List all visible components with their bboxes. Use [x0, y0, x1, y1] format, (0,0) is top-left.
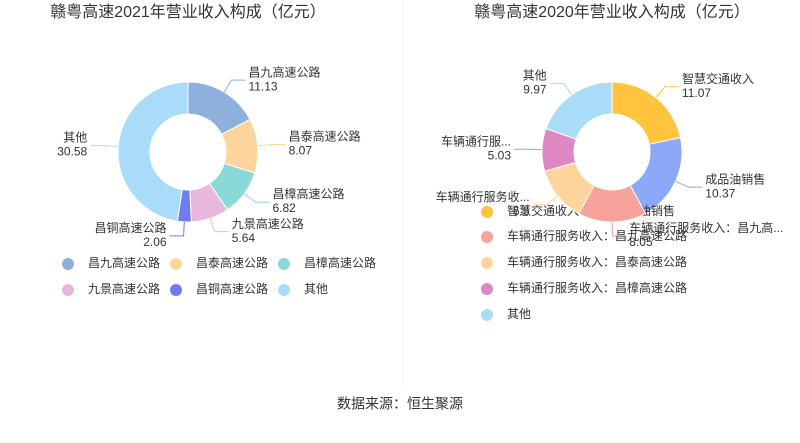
- leader-line: [656, 87, 679, 98]
- value-label: 5.64: [232, 231, 256, 245]
- chart-title: 赣粤高速2021年营业收入构成（亿元）: [50, 2, 326, 21]
- value-label: 8.07: [289, 144, 313, 158]
- leader-line: [244, 194, 269, 202]
- legend-label: 车辆通行服务收入：昌樟高速公路: [507, 280, 687, 295]
- slice: [118, 82, 188, 221]
- leader-line: [210, 218, 228, 231]
- legend-marker: [278, 284, 290, 296]
- value-label: 6.5: [513, 204, 530, 218]
- legend-marker: [481, 309, 493, 321]
- legend-marker: [481, 257, 493, 269]
- leader-line: [90, 146, 118, 147]
- slice-label: 昌泰高速公路: [289, 129, 361, 144]
- value-label: 5.03: [488, 148, 512, 162]
- slice-label: 车辆通行服务收...: [436, 189, 530, 204]
- slice-label: 昌铜高速公路: [95, 220, 167, 235]
- legend-marker: [170, 258, 182, 270]
- chart-title: 赣粤高速2020年营业收入构成（亿元）: [474, 2, 750, 21]
- legend-label: 九景高速公路: [88, 281, 160, 296]
- legend-label: 昌铜高速公路: [196, 281, 268, 296]
- legend-marker: [170, 284, 182, 296]
- legend-marker: [62, 258, 74, 270]
- leader-line: [224, 80, 245, 92]
- slice-label: 昌九高速公路: [248, 64, 320, 79]
- slice-label: 车辆通行服...: [441, 133, 511, 148]
- value-label: 6.82: [272, 201, 296, 215]
- legend-label: 昌樟高速公路: [304, 255, 376, 270]
- legend-label: 车辆通行服务收入：昌九高速公路: [507, 228, 687, 243]
- legend-marker: [481, 206, 493, 218]
- legend-marker: [481, 283, 493, 295]
- slice-label: 成品油销售: [705, 171, 765, 186]
- slice-label: 昌樟高速公路: [272, 186, 344, 201]
- legend-label: 车辆通行服务收入：昌泰高速公路: [507, 254, 687, 269]
- leader-line: [170, 222, 185, 236]
- slice-label: 九景高速公路: [232, 216, 304, 231]
- value-label: 30.58: [57, 145, 87, 159]
- value-label: 2.06: [143, 235, 167, 249]
- legend-label: 其他: [507, 307, 531, 321]
- legend-label: 昌泰高速公路: [196, 255, 268, 270]
- legend-label: 其他: [304, 282, 328, 296]
- leader-line: [258, 145, 286, 146]
- leader-line: [676, 181, 703, 187]
- legend-marker: [62, 284, 74, 296]
- slice: [612, 82, 681, 144]
- source: 数据来源：恒生聚源: [337, 396, 463, 412]
- slice-label: 智慧交通收入: [682, 71, 754, 86]
- value-label: 9.97: [523, 83, 547, 97]
- legend-marker: [481, 231, 493, 243]
- legend-label: 昌九高速公路: [88, 255, 160, 270]
- slice-label: 其他: [523, 69, 547, 83]
- legend-marker: [278, 258, 290, 270]
- value-label: 10.37: [705, 186, 735, 200]
- value-label: 11.07: [682, 86, 711, 100]
- leader-line: [550, 83, 572, 94]
- value-label: 11.13: [248, 79, 277, 93]
- slice: [546, 82, 612, 139]
- slice-label: 其他: [63, 131, 87, 145]
